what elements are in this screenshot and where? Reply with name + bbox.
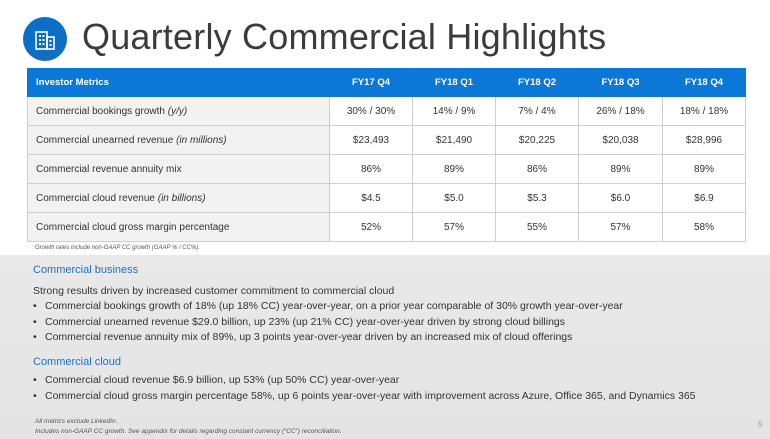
metric-value-cell: 89% xyxy=(662,154,746,184)
section-heading-commercial-cloud: Commercial cloud xyxy=(33,356,122,368)
list-item: • Commercial bookings growth of 18% (up 1… xyxy=(33,300,623,312)
footer-note-1: All metrics exclude LinkedIn. xyxy=(35,418,118,425)
metric-value-cell: $20,038 xyxy=(578,125,663,155)
list-item: • Commercial revenue annuity mix of 89%, … xyxy=(33,331,573,343)
metrics-table: Investor Metrics FY17 Q4 FY18 Q1 FY18 Q2… xyxy=(27,68,746,242)
metric-value-cell: 89% xyxy=(412,154,496,184)
table-row: Commercial cloud gross margin percentage… xyxy=(27,212,746,242)
metric-value-cell: $20,225 xyxy=(495,125,579,155)
metric-value-cell: 86% xyxy=(329,154,413,184)
metric-value-cell: 26% / 18% xyxy=(578,96,663,126)
metric-label: Commercial bookings growth xyxy=(36,105,165,117)
column-header: FY18 Q3 xyxy=(578,68,663,97)
section-heading-commercial-business: Commercial business xyxy=(33,264,139,276)
table-row: Commercial unearned revenue (in millions… xyxy=(27,125,746,155)
table-footnote: Growth rates include non-GAAP CC growth … xyxy=(35,245,200,251)
metric-value-cell: 57% xyxy=(578,212,663,242)
page-number: 5 xyxy=(758,420,763,429)
business-bullet-list: • Commercial bookings growth of 18% (up 1… xyxy=(33,300,623,347)
metric-label: Commercial revenue annuity mix xyxy=(36,163,182,175)
page-title: Quarterly Commercial Highlights xyxy=(82,16,607,57)
metric-value-cell: $21,490 xyxy=(412,125,496,155)
metric-label-cell: Commercial cloud revenue (in billions) xyxy=(27,183,330,213)
metric-value-cell: $5.0 xyxy=(412,183,496,213)
section-lead-text: Strong results driven by increased custo… xyxy=(33,285,395,297)
metric-qualifier: (in billions) xyxy=(157,192,206,204)
column-header: FY18 Q4 xyxy=(662,68,746,97)
column-header: FY18 Q2 xyxy=(495,68,579,97)
column-header: Investor Metrics xyxy=(27,68,330,97)
metric-value-cell: 58% xyxy=(662,212,746,242)
metric-label-cell: Commercial cloud gross margin percentage xyxy=(27,212,330,242)
metric-qualifier: (y/y) xyxy=(167,105,188,117)
metric-value-cell: 30% / 30% xyxy=(329,96,413,126)
metric-value-cell: 52% xyxy=(329,212,413,242)
table-row: Commercial revenue annuity mix 86% 89% 86% 8… xyxy=(27,154,746,184)
list-item: • Commercial unearned revenue $29.0 billi… xyxy=(33,315,566,328)
table-header-row: Investor Metrics FY17 Q4 FY18 Q1 FY18 Q2… xyxy=(27,68,746,97)
metric-qualifier: (in millions) xyxy=(176,134,227,146)
table-row: Commercial cloud revenue (in billions) $4… xyxy=(27,183,746,213)
building-icon xyxy=(23,17,67,61)
metric-value-cell: $28,996 xyxy=(662,125,746,155)
metric-value-cell: $6.0 xyxy=(578,183,663,213)
table-row: Commercial bookings growth (y/y) 30% / 30… xyxy=(27,96,746,126)
metric-label-cell: Commercial revenue annuity mix xyxy=(27,154,330,184)
metric-value-cell: 86% xyxy=(495,154,579,184)
metric-value-cell: 55% xyxy=(495,212,579,242)
cloud-bullet-list: • Commercial cloud revenue $6.9 billion, … xyxy=(33,374,696,405)
list-item: • Commercial cloud gross margin percentag… xyxy=(33,389,696,402)
metric-value-cell: 14% / 9% xyxy=(412,96,496,126)
metric-value-cell: 89% xyxy=(578,154,663,184)
metric-value-cell: $23,493 xyxy=(329,125,413,155)
metric-label: Commercial unearned revenue xyxy=(36,134,174,146)
list-item: • Commercial cloud revenue $6.9 billion, … xyxy=(33,374,400,386)
metric-label-cell: Commercial unearned revenue (in millions… xyxy=(27,125,330,155)
metric-label: Commercial cloud gross margin percentage xyxy=(36,221,230,233)
metric-value-cell: 18% / 18% xyxy=(662,96,746,126)
footer-note-2: Includes non-GAAP CC growth. See appendi… xyxy=(35,428,342,435)
column-header: FY18 Q1 xyxy=(412,68,496,97)
metric-label: Commercial cloud revenue xyxy=(36,192,155,204)
metric-value-cell: $4.5 xyxy=(329,183,413,213)
metric-value-cell: $6.9 xyxy=(662,183,746,213)
column-header: FY17 Q4 xyxy=(329,68,413,97)
metric-value-cell: 7% / 4% xyxy=(495,96,579,126)
highlights-panel: Commercial business Strong results drive… xyxy=(0,255,770,439)
slide-header: Quarterly Commercial Highlights xyxy=(0,0,770,68)
metric-value-cell: 57% xyxy=(412,212,496,242)
metric-value-cell: $5.3 xyxy=(495,183,579,213)
metric-label-cell: Commercial bookings growth (y/y) xyxy=(27,96,330,126)
